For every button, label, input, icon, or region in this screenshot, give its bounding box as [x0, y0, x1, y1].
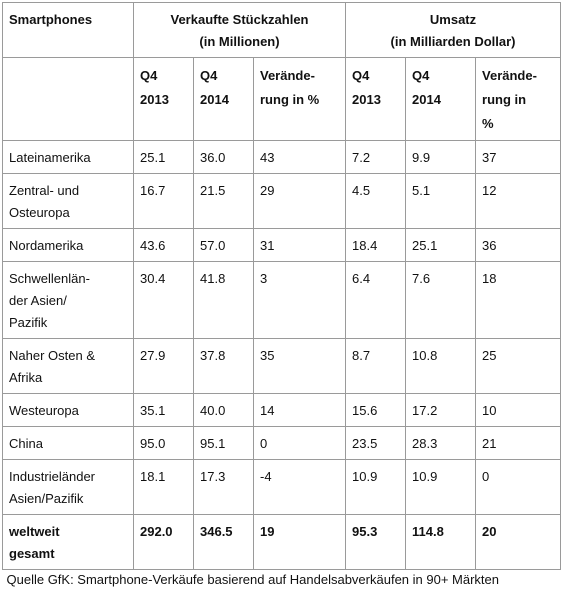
value-cell: 30.4 [134, 262, 194, 339]
subheader-cell: Verände- rung in % [254, 58, 346, 141]
value-cell: -4 [254, 460, 346, 515]
value-cell: 21.5 [194, 174, 254, 229]
value-cell: 18 [476, 262, 561, 339]
value-cell: 5.1 [406, 174, 476, 229]
header-row: Smartphones Verkaufte Stückzahlen (in Mi… [3, 3, 561, 58]
value-cell: 23.5 [346, 427, 406, 460]
subheader-cell: Verände- rung in % [476, 58, 561, 141]
value-cell: 25.1 [406, 229, 476, 262]
value-cell: 41.8 [194, 262, 254, 339]
value-cell: 14 [254, 394, 346, 427]
region-cell: weltweit gesamt [3, 515, 134, 570]
value-cell: 17.2 [406, 394, 476, 427]
header-cell: Smartphones [3, 3, 134, 58]
value-cell: 4.5 [346, 174, 406, 229]
region-cell: Nordamerika [3, 229, 134, 262]
value-cell: 36 [476, 229, 561, 262]
value-cell: 16.7 [134, 174, 194, 229]
value-cell: 29 [254, 174, 346, 229]
value-cell: 6.4 [346, 262, 406, 339]
value-cell: 95.1 [194, 427, 254, 460]
region-cell: China [3, 427, 134, 460]
value-cell: 35.1 [134, 394, 194, 427]
value-cell: 43 [254, 141, 346, 174]
value-cell: 35 [254, 339, 346, 394]
region-cell: Lateinamerika [3, 141, 134, 174]
value-cell: 27.9 [134, 339, 194, 394]
value-cell: 292.0 [134, 515, 194, 570]
value-cell: 25.1 [134, 141, 194, 174]
value-cell: 15.6 [346, 394, 406, 427]
value-cell: 36.0 [194, 141, 254, 174]
value-cell: 37.8 [194, 339, 254, 394]
subheader-cell: Q4 2014 [194, 58, 254, 141]
value-cell: 0 [254, 427, 346, 460]
value-cell: 10.9 [346, 460, 406, 515]
region-cell: Zentral- und Osteuropa [3, 174, 134, 229]
value-cell: 8.7 [346, 339, 406, 394]
value-cell: 25 [476, 339, 561, 394]
value-cell: 346.5 [194, 515, 254, 570]
subheader-cell: Q4 2013 [134, 58, 194, 141]
value-cell: 40.0 [194, 394, 254, 427]
region-cell: Industrieländer Asien/Pazifik [3, 460, 134, 515]
value-cell: 10.8 [406, 339, 476, 394]
region-cell: Westeuropa [3, 394, 134, 427]
subheader-cell: Q4 2014 [406, 58, 476, 141]
value-cell: 31 [254, 229, 346, 262]
source-row: Quelle GfK: Smartphone-Verkäufe basieren… [3, 570, 561, 590]
header-cell: Verkaufte Stückzahlen (in Millionen) [134, 3, 346, 58]
region-cell: Schwellenlän- der Asien/ Pazifik [3, 262, 134, 339]
source-note: Quelle GfK: Smartphone-Verkäufe basieren… [3, 570, 561, 590]
value-cell: 7.6 [406, 262, 476, 339]
value-cell: 19 [254, 515, 346, 570]
value-cell: 95.3 [346, 515, 406, 570]
empty-cell [3, 58, 134, 141]
value-cell: 43.6 [134, 229, 194, 262]
value-cell: 18.4 [346, 229, 406, 262]
subheader-cell: Q4 2013 [346, 58, 406, 141]
value-cell: 18.1 [134, 460, 194, 515]
header-cell: Umsatz (in Milliarden Dollar) [346, 3, 561, 58]
page: Smartphones Verkaufte Stückzahlen (in Mi… [0, 0, 564, 558]
value-cell: 37 [476, 141, 561, 174]
value-cell: 3 [254, 262, 346, 339]
region-cell: Naher Osten & Afrika [3, 339, 134, 394]
value-cell: 12 [476, 174, 561, 229]
value-cell: 10.9 [406, 460, 476, 515]
value-cell: 95.0 [134, 427, 194, 460]
value-cell: 21 [476, 427, 561, 460]
value-cell: 20 [476, 515, 561, 570]
value-cell: 9.9 [406, 141, 476, 174]
value-cell: 0 [476, 460, 561, 515]
value-cell: 7.2 [346, 141, 406, 174]
value-cell: 17.3 [194, 460, 254, 515]
value-cell: 57.0 [194, 229, 254, 262]
value-cell: 10 [476, 394, 561, 427]
value-cell: 114.8 [406, 515, 476, 570]
value-cell: 28.3 [406, 427, 476, 460]
